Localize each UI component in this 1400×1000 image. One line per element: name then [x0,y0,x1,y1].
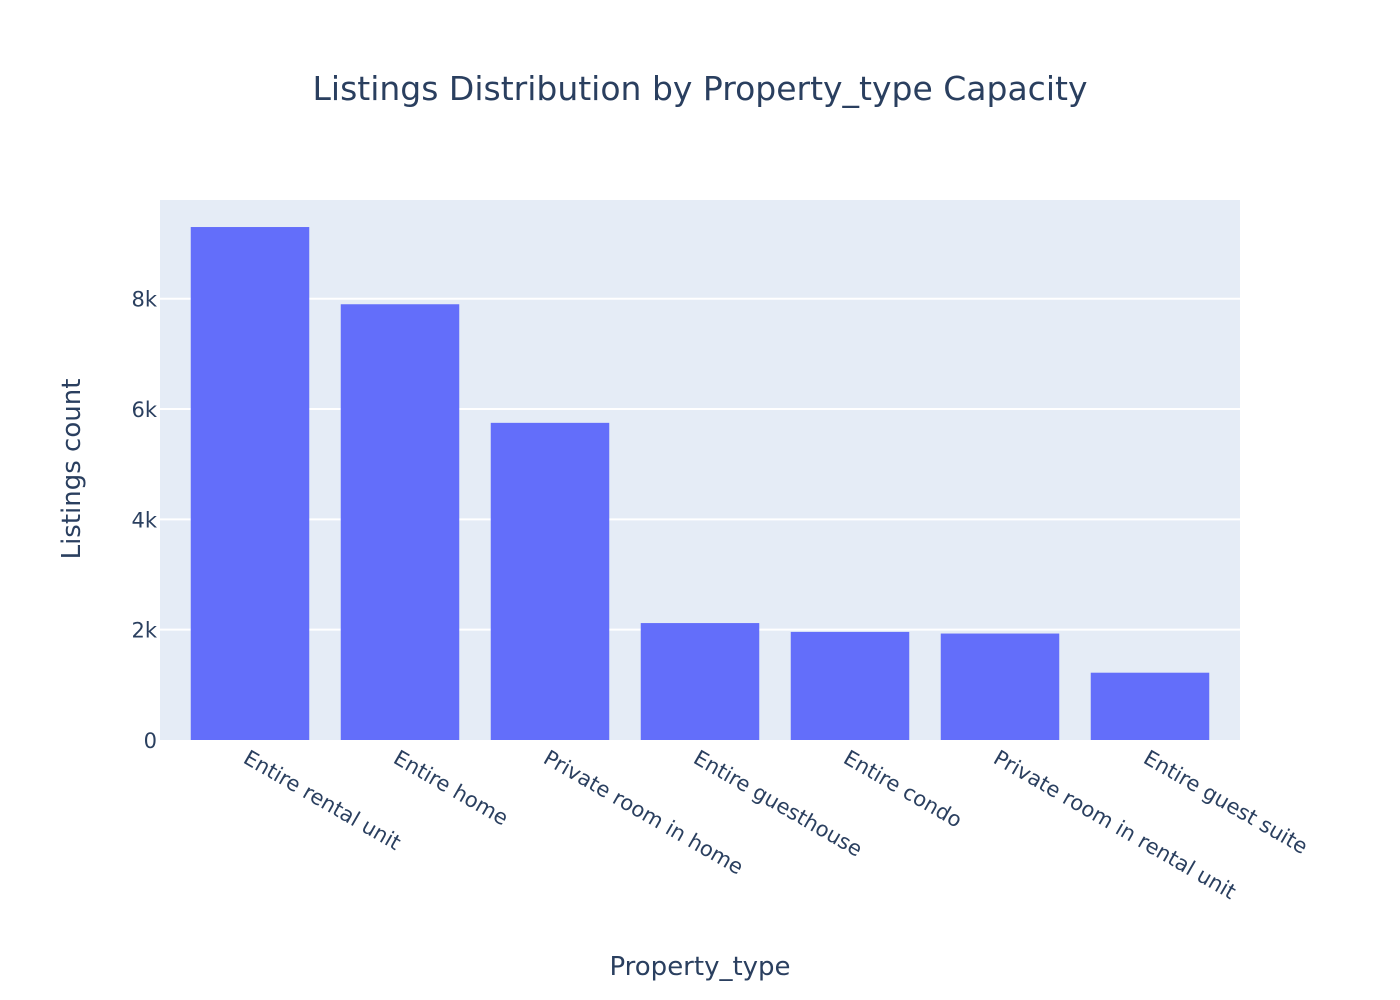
bar [940,633,1060,740]
chart-title: Listings Distribution by Property_type C… [313,69,1088,108]
bar [640,623,760,740]
bar [340,304,460,740]
x-tick-label: Entire condo [840,746,967,833]
bar [1090,672,1210,740]
x-tick-label: Private room in rental unit [990,746,1241,904]
y-tick-label: 6k [131,398,157,422]
x-tick-label: Entire rental unit [240,746,405,855]
x-tick-label: Entire home [390,746,513,831]
bars [190,227,1210,740]
bar [490,422,610,740]
y-axis-ticks: 0 2k 4k 6k 8k [131,288,157,753]
x-axis-title: Property_type [609,952,790,982]
y-axis-title: Listings count [57,379,87,560]
bar [190,227,310,740]
y-tick-label: 0 [144,729,157,753]
y-tick-label: 4k [131,508,157,532]
bar [790,631,910,740]
y-tick-label: 2k [131,619,157,643]
gridlines [160,297,1240,631]
y-tick-label: 8k [131,288,157,312]
